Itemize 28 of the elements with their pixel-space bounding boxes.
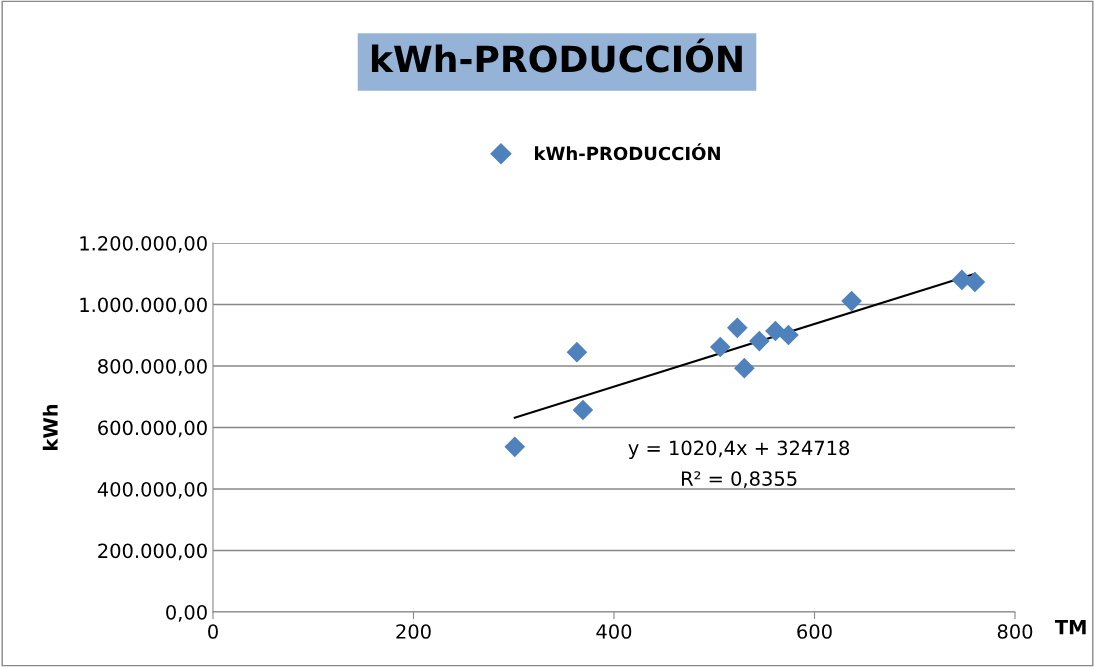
- x-tick-label: 0: [208, 624, 218, 639]
- y-tick-label: 0,00: [166, 604, 207, 622]
- x-tick-label: 600: [797, 624, 832, 639]
- point: [504, 436, 526, 458]
- point: [566, 341, 588, 363]
- x-tick-label: 200: [396, 624, 431, 639]
- y-tick-label: 1.200.000,00: [80, 235, 207, 253]
- point: [734, 357, 755, 379]
- y-tick-label: 1.000.000,00: [80, 297, 207, 315]
- y-tick-label: 400.000,00: [97, 481, 207, 499]
- point: [749, 330, 770, 352]
- y-tick-label: 600.000,00: [98, 420, 207, 438]
- x-tick-label: 400: [596, 624, 632, 639]
- point: [709, 336, 731, 358]
- point: [727, 317, 748, 339]
- annotation: y = 1020,4x + 324718: [628, 440, 850, 460]
- point: [572, 399, 594, 421]
- y-axis-title: kWh: [42, 404, 58, 450]
- y-tick-label: 200.000,00: [98, 543, 207, 561]
- legend-label: kWh-PRODUCCIÓN: [535, 143, 720, 161]
- point: [841, 290, 862, 312]
- y-tick-label: 800.000,00: [98, 358, 207, 376]
- point: [964, 271, 986, 293]
- x-axis-title: TM: [1054, 619, 1086, 635]
- x-tick-label: 800: [997, 624, 1033, 639]
- chart-title: kWh-PRODUCCIÓN: [371, 38, 742, 73]
- point: [778, 324, 799, 346]
- annotation: R² = 0,8355: [682, 471, 797, 488]
